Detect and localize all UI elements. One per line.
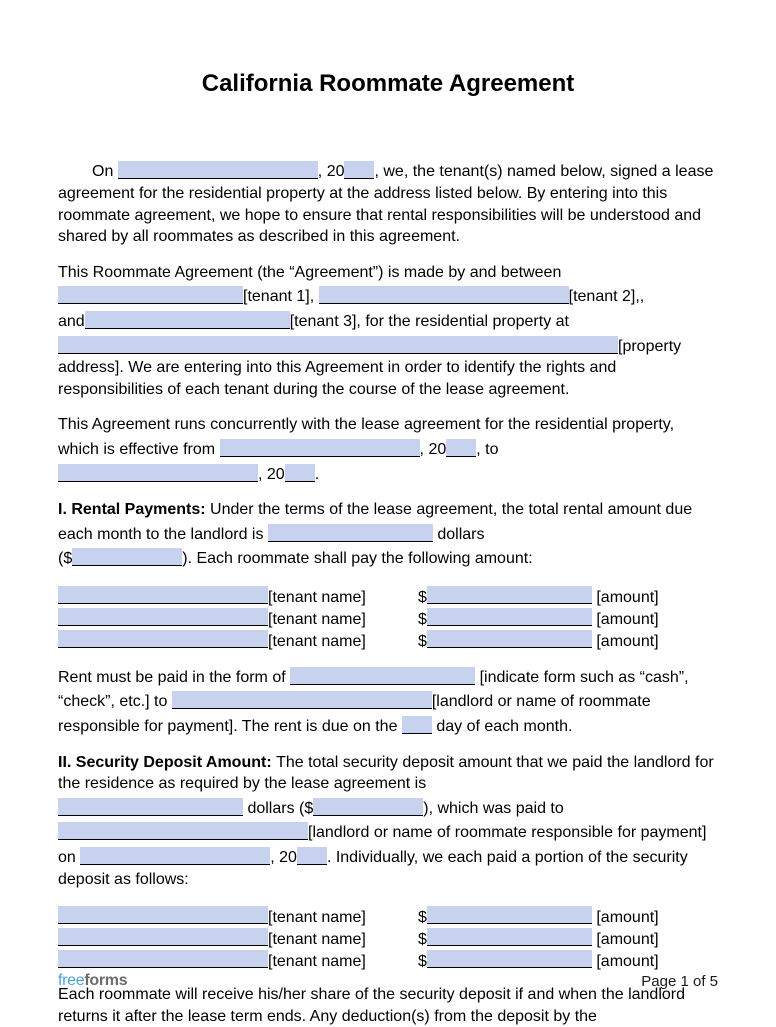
table-row: [tenant name] $ [amount] bbox=[58, 948, 718, 970]
dollar-sign: $ bbox=[418, 631, 427, 653]
page-footer: freeforms Page 1 of 5 bbox=[58, 970, 718, 992]
blank-payee[interactable] bbox=[172, 691, 432, 709]
table-row: [tenant name] $ [amount] bbox=[58, 584, 718, 606]
text: , 20 bbox=[258, 466, 285, 483]
text: and bbox=[58, 313, 85, 330]
table-row: [tenant name] $ [amount] bbox=[58, 904, 718, 926]
blank-rent-form[interactable] bbox=[290, 667, 475, 685]
table-row: [tenant name] $ [amount] bbox=[58, 926, 718, 948]
text: ), which was paid to bbox=[423, 800, 564, 817]
logo: freeforms bbox=[58, 970, 127, 992]
text: . bbox=[315, 466, 319, 483]
blank-deposit-numeric[interactable] bbox=[313, 798, 423, 816]
blank-amount[interactable] bbox=[427, 906, 592, 924]
section-1: I. Rental Payments: Under the terms of t… bbox=[58, 499, 718, 570]
logo-forms: forms bbox=[84, 972, 127, 989]
tenant1-label: [tenant 1], bbox=[243, 288, 314, 305]
text: ). Each roommate shall pay the following… bbox=[182, 550, 532, 567]
blank-year[interactable] bbox=[285, 464, 315, 482]
text: , 20 bbox=[318, 163, 345, 180]
table-row: [tenant name] $ [amount] bbox=[58, 628, 718, 650]
blank-amount[interactable] bbox=[427, 586, 592, 604]
blank-tenant-name[interactable] bbox=[58, 906, 268, 924]
section-2-head: II. Security Deposit Amount: bbox=[58, 754, 276, 771]
blank-tenant-name[interactable] bbox=[58, 950, 268, 968]
blank-tenant2[interactable] bbox=[319, 286, 569, 304]
tenant3-label: [tenant 3], for the residential property… bbox=[290, 313, 569, 330]
blank-amount[interactable] bbox=[427, 950, 592, 968]
blank-tenant1[interactable] bbox=[58, 286, 243, 304]
blank-amount[interactable] bbox=[427, 630, 592, 648]
text: dollars ($ bbox=[243, 800, 313, 817]
blank-due-day[interactable] bbox=[402, 716, 432, 734]
deposit-tenant-rows: [tenant name] $ [amount] [tenant name] $… bbox=[58, 904, 718, 970]
text: , 20 bbox=[270, 849, 297, 866]
blank-deposit-payee[interactable] bbox=[58, 822, 308, 840]
blank-tenant-name[interactable] bbox=[58, 586, 268, 604]
rent-form-paragraph: Rent must be paid in the form of [indica… bbox=[58, 664, 718, 738]
section-2: II. Security Deposit Amount: The total s… bbox=[58, 752, 718, 891]
blank-year[interactable] bbox=[297, 847, 327, 865]
rental-tenant-rows: [tenant name] $ [amount] [tenant name] $… bbox=[58, 584, 718, 650]
text: , 20 bbox=[420, 441, 447, 458]
blank-rent-dollars[interactable] bbox=[268, 524, 433, 542]
blank-effective-to[interactable] bbox=[58, 464, 258, 482]
text: This Roommate Agreement (the “Agreement”… bbox=[58, 264, 561, 281]
label: [tenant name] bbox=[268, 631, 366, 653]
intro-paragraph: On , 20, we, the tenant(s) named below, … bbox=[58, 158, 718, 247]
blank-year[interactable] bbox=[344, 161, 374, 179]
table-row: [tenant name] $ [amount] bbox=[58, 606, 718, 628]
page-title: California Roommate Agreement bbox=[58, 68, 718, 100]
tenant2-label: [tenant 2],, bbox=[569, 288, 645, 305]
term-paragraph: This Agreement runs concurrently with th… bbox=[58, 414, 718, 485]
blank-deposit-date[interactable] bbox=[80, 847, 270, 865]
blank-address[interactable] bbox=[58, 336, 618, 354]
text: Rent must be paid in the form of bbox=[58, 669, 290, 686]
blank-tenant-name[interactable] bbox=[58, 630, 268, 648]
blank-amount[interactable] bbox=[427, 928, 592, 946]
blank-tenant3[interactable] bbox=[85, 311, 290, 329]
section-1-head: I. Rental Payments: bbox=[58, 501, 210, 518]
label: [amount] bbox=[596, 631, 658, 653]
blank-date[interactable] bbox=[118, 161, 318, 179]
text: ($ bbox=[58, 550, 72, 567]
blank-effective-from[interactable] bbox=[220, 439, 420, 457]
logo-free: free bbox=[58, 972, 84, 989]
text: day of each month. bbox=[432, 718, 573, 735]
page-number: Page 1 of 5 bbox=[641, 972, 718, 992]
blank-year[interactable] bbox=[446, 439, 476, 457]
blank-amount[interactable] bbox=[427, 608, 592, 626]
blank-rent-numeric[interactable] bbox=[72, 548, 182, 566]
parties-paragraph: This Roommate Agreement (the “Agreement”… bbox=[58, 262, 718, 401]
text: On bbox=[92, 163, 118, 180]
blank-tenant-name[interactable] bbox=[58, 608, 268, 626]
blank-tenant-name[interactable] bbox=[58, 928, 268, 946]
text: , to bbox=[476, 441, 498, 458]
text: dollars bbox=[433, 526, 485, 543]
text: Each roommate will receive his/her share… bbox=[58, 986, 685, 1025]
blank-deposit-dollars[interactable] bbox=[58, 798, 243, 816]
